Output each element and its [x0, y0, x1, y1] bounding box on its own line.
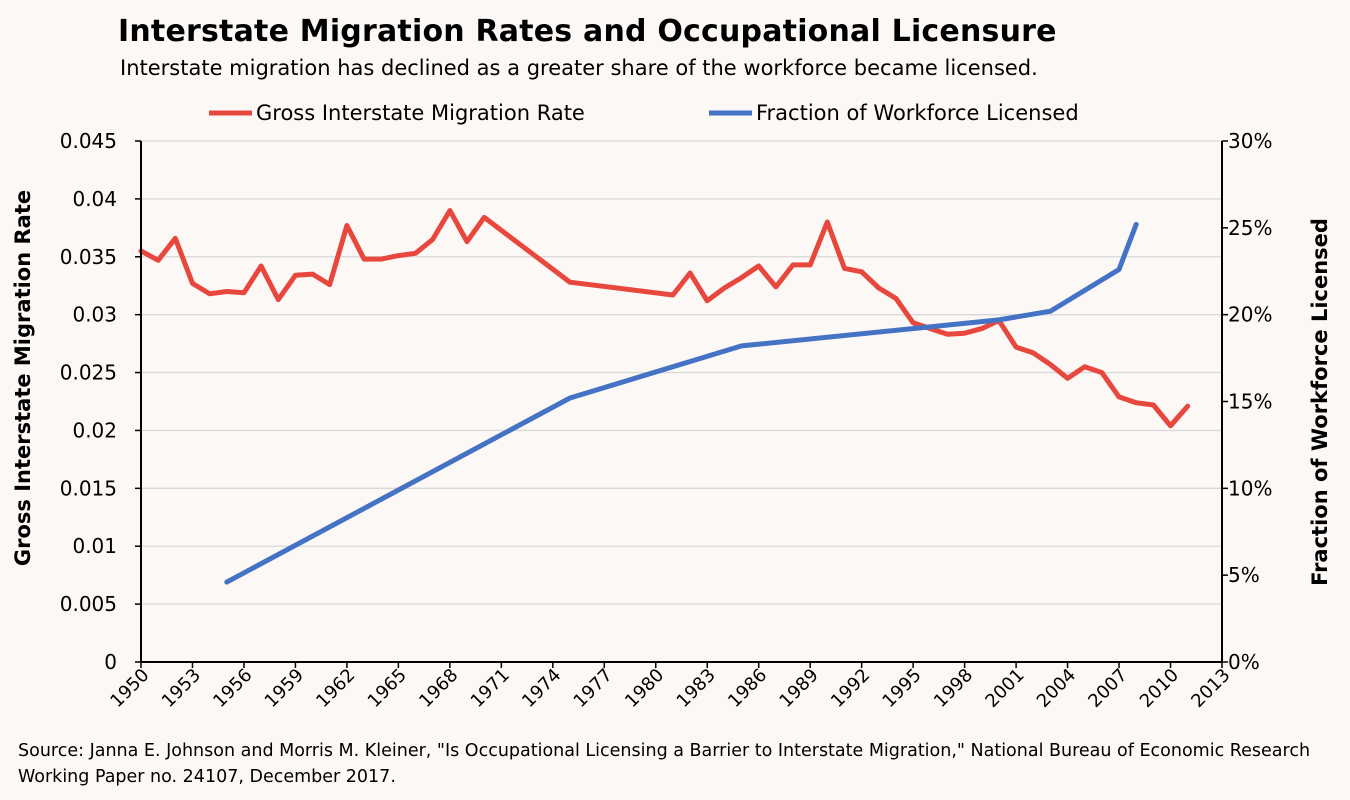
x-tick-label: 1974 [518, 665, 565, 712]
x-tick-label: 1980 [621, 665, 668, 712]
legend: Gross Interstate Migration Rate Fraction… [209, 101, 1079, 125]
right-tick-label: 15% [1228, 390, 1272, 414]
left-axis-ticks: 0 0.005 0.01 0.015 0.02 0.025 0.03 0.035 0.04 0.0… [60, 129, 141, 674]
left-tick-label: 0.03 [72, 303, 117, 327]
x-tick-label: 1989 [775, 665, 822, 712]
left-tick-label: 0.015 [60, 476, 117, 500]
left-tick-label: 0.025 [60, 361, 117, 385]
x-tick-label: 1977 [570, 665, 617, 712]
x-tick-label: 1992 [827, 665, 874, 712]
x-tick-label: 1968 [415, 665, 462, 712]
gridlines [141, 140, 1222, 605]
right-tick-label: 0% [1228, 650, 1260, 674]
x-tick-label: 1959 [261, 665, 308, 712]
right-tick-label: 5% [1228, 563, 1260, 587]
right-axis-ticks: 0% 5% 10% 15% 20% 25% 30% [1222, 129, 1272, 674]
right-tick-label: 10% [1228, 476, 1272, 500]
x-tick-label: 1953 [158, 665, 205, 712]
left-axis-title: Gross Interstate Migration Rate [11, 190, 35, 566]
left-tick-label: 0.02 [72, 418, 117, 442]
left-tick-label: 0.04 [72, 187, 117, 211]
right-tick-label: 25% [1228, 216, 1272, 240]
right-tick-label: 20% [1228, 303, 1272, 327]
x-tick-label: 1956 [209, 665, 256, 712]
x-tick-label: 1995 [878, 665, 925, 712]
chart-title: Interstate Migration Rates and Occupatio… [118, 14, 1057, 49]
legend-label-migration: Gross Interstate Migration Rate [256, 101, 585, 125]
left-tick-label: 0.01 [72, 534, 117, 558]
x-tick-label: 1962 [312, 665, 359, 712]
left-tick-label: 0 [104, 650, 117, 674]
source-note: Source: Janna E. Johnson and Morris M. K… [18, 741, 1311, 787]
x-tick-label: 2001 [981, 665, 1028, 712]
x-tick-label: 2010 [1136, 665, 1183, 712]
right-tick-label: 30% [1228, 129, 1272, 153]
chart-subtitle: Interstate migration has declined as a g… [120, 56, 1038, 80]
right-axis-title: Fraction of Workforce Licensed [1308, 218, 1332, 586]
series-line-migration [138, 208, 1191, 429]
line-chart: 0 0.005 0.01 0.015 0.02 0.025 0.03 0.035 0.04 0.0… [11, 101, 1332, 712]
x-tick-label: 1971 [467, 665, 514, 712]
legend-label-licensed: Fraction of Workforce Licensed [756, 101, 1079, 125]
left-tick-label: 0.005 [60, 592, 117, 616]
left-tick-label: 0.045 [60, 129, 117, 153]
axes [140, 141, 1223, 663]
x-axis-ticks: 1950 1953 1956 1959 1962 1965 1968 1971 1974 1977… [106, 662, 1235, 712]
x-tick-label: 2007 [1084, 665, 1131, 712]
x-tick-label: 2004 [1033, 665, 1080, 712]
series-lines [138, 208, 1191, 585]
left-tick-label: 0.035 [60, 245, 117, 269]
x-tick-label: 1983 [673, 665, 720, 712]
x-tick-label: 1986 [724, 665, 771, 712]
x-tick-label: 1998 [930, 665, 977, 712]
series-line-licensed [224, 221, 1139, 585]
x-tick-label: 1965 [364, 665, 411, 712]
